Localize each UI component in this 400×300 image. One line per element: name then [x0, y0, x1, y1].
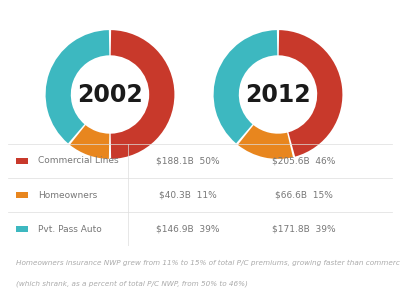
Text: $40.3B  11%: $40.3B 11%: [159, 190, 217, 200]
Wedge shape: [238, 125, 293, 159]
Text: Homeowners insurance NWP grew from 11% to 15% of total P/C premiums, growing fas: Homeowners insurance NWP grew from 11% t…: [16, 260, 400, 266]
Text: Homeowners: Homeowners: [38, 190, 97, 200]
Wedge shape: [111, 30, 174, 159]
Text: $146.9B  39%: $146.9B 39%: [156, 225, 220, 234]
Text: (which shrank, as a percent of total P/C NWP, from 50% to 46%): (which shrank, as a percent of total P/C…: [16, 280, 248, 287]
Text: $205.6B  46%: $205.6B 46%: [272, 156, 336, 165]
Bar: [16, 226, 28, 232]
Bar: [16, 158, 28, 164]
Text: $188.1B  50%: $188.1B 50%: [156, 156, 220, 165]
Wedge shape: [70, 125, 109, 159]
Text: 2002: 2002: [77, 82, 143, 106]
Text: Commercial Lines: Commercial Lines: [38, 156, 119, 165]
Text: $171.8B  39%: $171.8B 39%: [272, 225, 336, 234]
Bar: [16, 192, 28, 198]
Text: 2012: 2012: [245, 82, 311, 106]
Wedge shape: [279, 30, 342, 157]
Text: $66.6B  15%: $66.6B 15%: [275, 190, 333, 200]
Wedge shape: [46, 30, 109, 143]
Wedge shape: [214, 30, 277, 143]
Text: Pvt. Pass Auto: Pvt. Pass Auto: [38, 225, 102, 234]
